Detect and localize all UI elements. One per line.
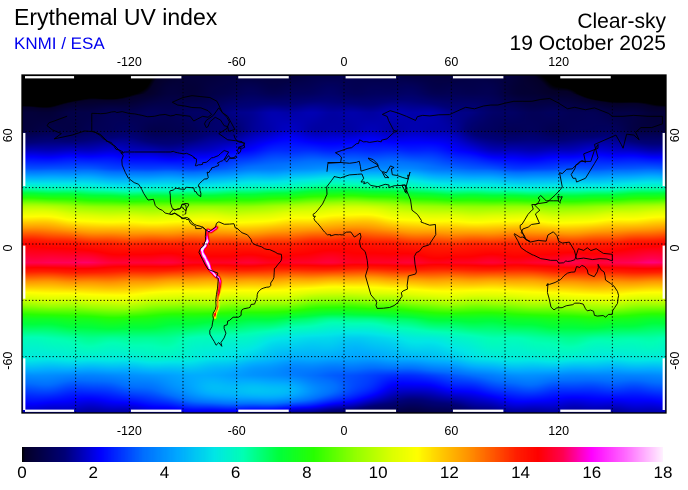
svg-text:16: 16 bbox=[582, 463, 601, 482]
svg-text:0: 0 bbox=[1, 244, 15, 251]
svg-text:-120: -120 bbox=[117, 55, 142, 69]
svg-text:8: 8 bbox=[302, 463, 311, 482]
svg-text:60: 60 bbox=[444, 55, 458, 69]
svg-text:120: 120 bbox=[548, 55, 569, 69]
svg-text:18: 18 bbox=[654, 463, 673, 482]
svg-text:120: 120 bbox=[548, 424, 569, 438]
svg-text:60: 60 bbox=[1, 128, 15, 142]
svg-text:4: 4 bbox=[160, 463, 169, 482]
svg-text:0: 0 bbox=[341, 424, 348, 438]
svg-text:0: 0 bbox=[17, 463, 26, 482]
svg-text:0: 0 bbox=[341, 55, 348, 69]
svg-text:12: 12 bbox=[440, 463, 459, 482]
svg-text:60: 60 bbox=[444, 424, 458, 438]
svg-text:-60: -60 bbox=[1, 352, 15, 370]
svg-text:60: 60 bbox=[668, 128, 682, 142]
svg-text:-60: -60 bbox=[228, 55, 246, 69]
svg-text:6: 6 bbox=[231, 463, 240, 482]
svg-text:-120: -120 bbox=[117, 424, 142, 438]
svg-text:-60: -60 bbox=[228, 424, 246, 438]
svg-text:14: 14 bbox=[511, 463, 530, 482]
svg-text:0: 0 bbox=[668, 244, 682, 251]
svg-text:2: 2 bbox=[88, 463, 97, 482]
svg-text:-60: -60 bbox=[668, 352, 682, 370]
svg-text:10: 10 bbox=[369, 463, 388, 482]
